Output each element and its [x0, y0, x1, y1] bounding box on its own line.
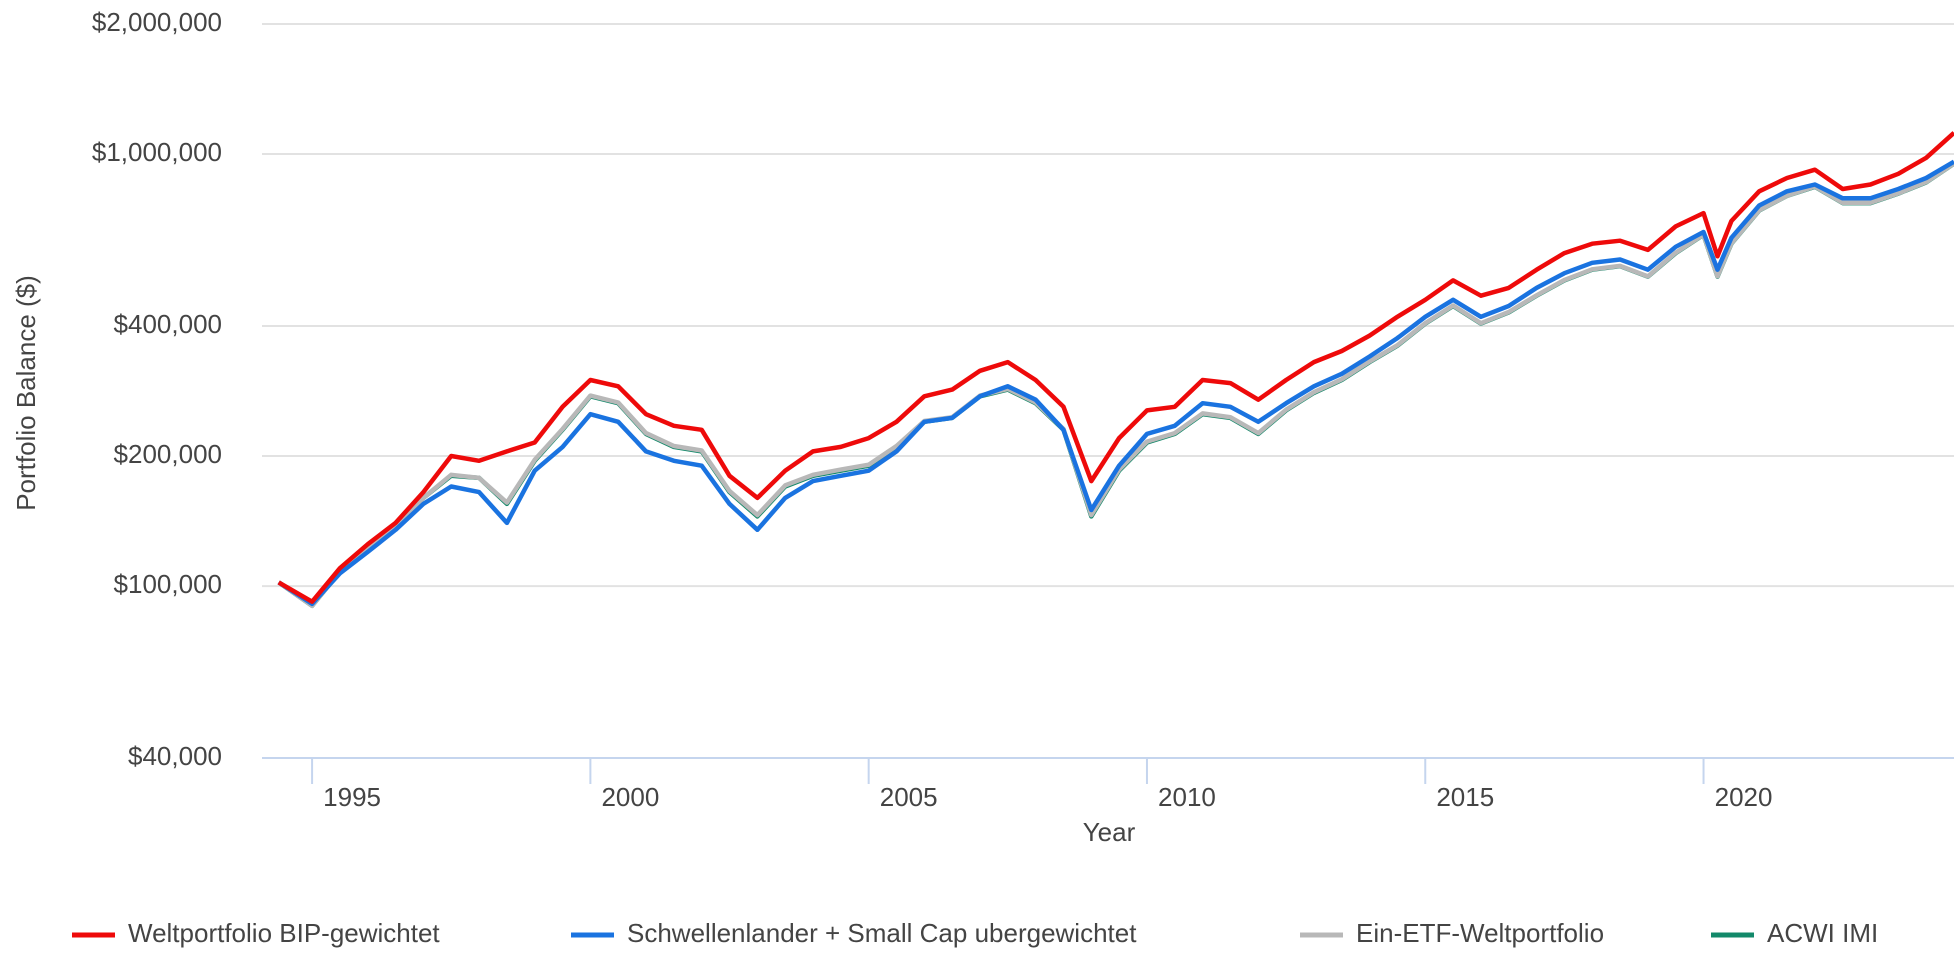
- legend-label: ACWI IMI: [1767, 918, 1878, 948]
- series-line: [277, 161, 1954, 609]
- y-tick-label: $40,000: [128, 741, 222, 771]
- series-line: [277, 131, 1954, 604]
- series-line: [277, 159, 1954, 607]
- y-tick-label: $2,000,000: [92, 7, 222, 37]
- legend-label: Schwellenlander + Small Cap ubergewichte…: [627, 918, 1137, 948]
- x-tick-label: 2020: [1715, 782, 1773, 812]
- y-axis-title: Portfolio Balance ($): [11, 275, 41, 511]
- y-tick-label: $1,000,000: [92, 137, 222, 167]
- y-tick-label: $100,000: [114, 569, 222, 599]
- x-tick-label: 1995: [323, 782, 381, 812]
- x-tick-label: 2015: [1436, 782, 1494, 812]
- x-axis-title: Year: [1083, 817, 1136, 847]
- y-tick-label: $400,000: [114, 309, 222, 339]
- y-tick-label: $200,000: [114, 439, 222, 469]
- x-tick-label: 2010: [1158, 782, 1216, 812]
- x-tick-label: 2000: [601, 782, 659, 812]
- legend-label: Weltportfolio BIP-gewichtet: [128, 918, 440, 948]
- legend-label: Ein-ETF-Weltportfolio: [1356, 918, 1604, 948]
- x-tick-label: 2005: [880, 782, 938, 812]
